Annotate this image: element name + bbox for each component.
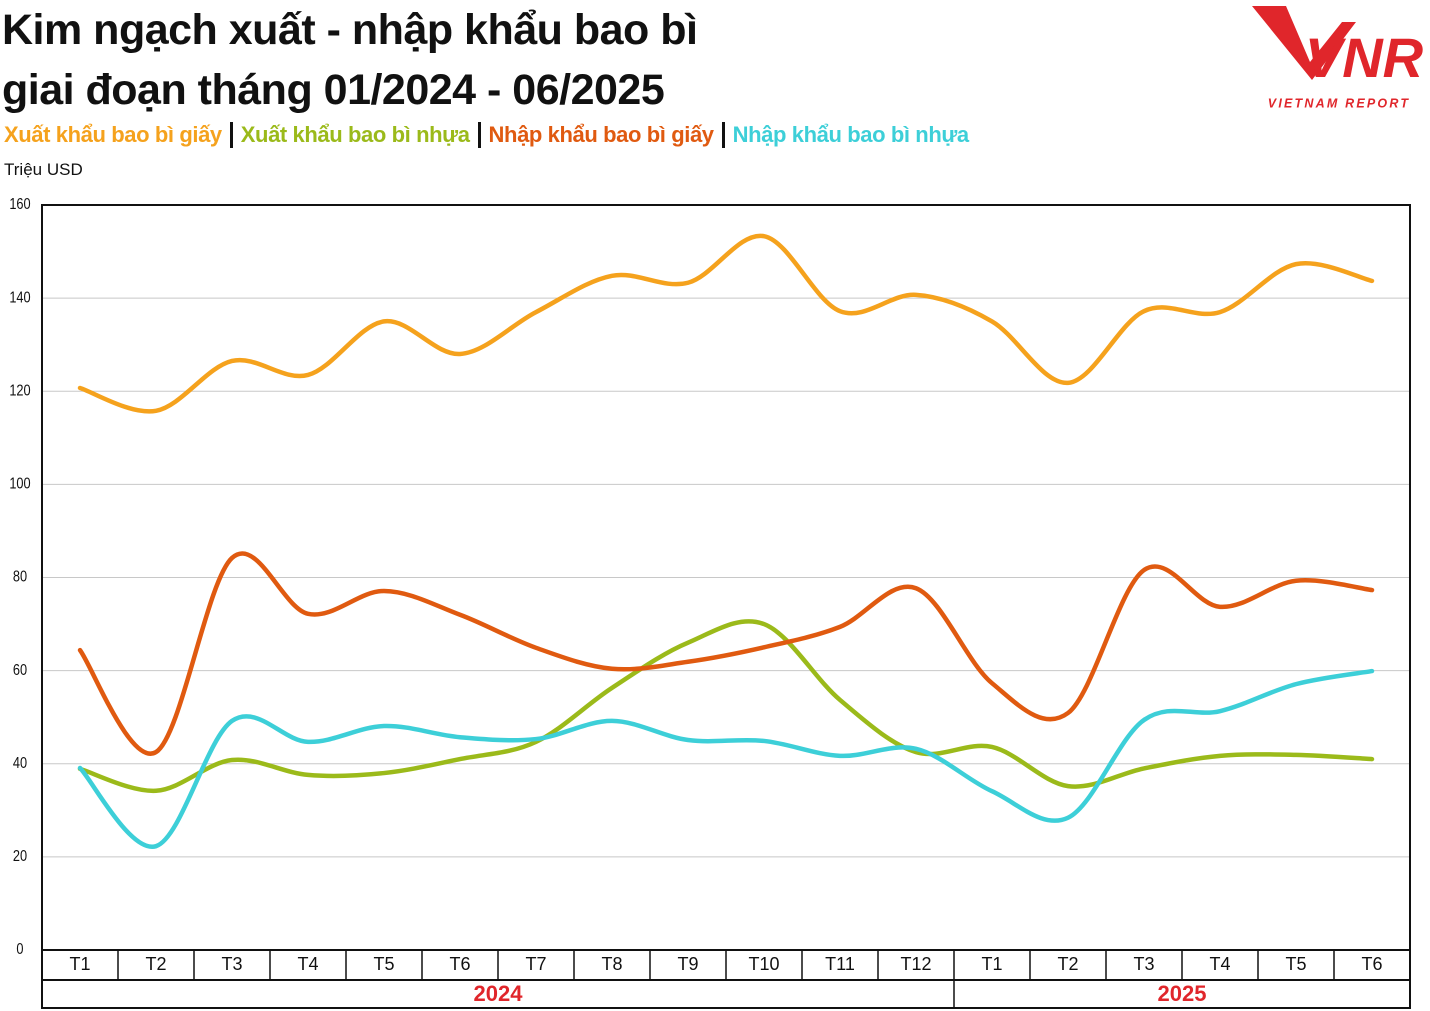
year-label: 2025 (1158, 981, 1207, 1006)
y-tick-label: 60 (13, 662, 27, 680)
logo-text: VIETNAM REPORT (1268, 96, 1410, 110)
y-tick-label: 140 (9, 289, 30, 307)
x-tick-label: T3 (221, 954, 242, 974)
title-line: Kim ngạch xuất - nhập khẩu bao bì (2, 6, 698, 54)
x-tick-label: T2 (1057, 954, 1078, 974)
x-tick-label: T5 (1285, 954, 1306, 974)
y-tick-label: 0 (16, 941, 23, 959)
x-tick-label: T1 (69, 954, 90, 974)
logo-shape (1252, 6, 1356, 80)
legend: Xuất khẩu bao bì giấy Xuất khẩu bao bì nh… (4, 122, 969, 148)
x-tick-label: T1 (981, 954, 1002, 974)
y-tick-label: 100 (9, 475, 30, 493)
x-tick-label: T2 (145, 954, 166, 974)
year-label: 2024 (474, 981, 524, 1006)
legend-separator (721, 122, 725, 148)
logo-mark: VNR (1305, 26, 1424, 89)
legend-separator (229, 122, 233, 148)
x-tick-label: T4 (1209, 954, 1230, 974)
title-line: giai đoạn tháng 01/2024 - 06/2025 (2, 66, 665, 114)
series-line (77, 668, 1375, 849)
legend-entry: Xuất khẩu bao bì giấy (4, 122, 222, 147)
series-line (77, 619, 1375, 794)
y-tick-label: 120 (9, 382, 30, 400)
y-tick-label: 80 (13, 568, 27, 586)
x-tick-label: T12 (900, 954, 931, 974)
x-tick-label: T8 (601, 954, 622, 974)
logo: VNR VIETNAM REPORT (1252, 6, 1424, 110)
legend-separator (477, 122, 481, 148)
x-tick-label: T6 (1361, 954, 1382, 974)
legend-entry: Nhập khẩu bao bì giấy (488, 122, 714, 147)
x-tick-label: T7 (525, 954, 546, 974)
x-tick-label: T10 (748, 954, 779, 974)
x-tick-label: T4 (297, 954, 318, 974)
series-line (77, 551, 1375, 756)
x-tick-label: T3 (1133, 954, 1154, 974)
legend-entry: Xuất khẩu bao bì nhựa (240, 122, 470, 147)
y-tick-label: 160 (9, 196, 30, 214)
y-axis-label: Triệu USD (4, 160, 83, 179)
legend-entry: Nhập khẩu bao bì nhựa (732, 122, 970, 147)
x-tick-label: T11 (825, 954, 855, 974)
x-tick-label: T9 (677, 954, 698, 974)
title: Kim ngạch xuất - nhập khẩu bao bì giai đ… (2, 0, 698, 120)
plot-frame (41, 204, 1411, 1009)
series-line (77, 233, 1375, 414)
x-tick-label: T5 (373, 954, 394, 974)
y-tick-label: 40 (13, 755, 27, 773)
y-tick-label: 20 (13, 848, 27, 866)
x-tick-label: T6 (449, 954, 470, 974)
